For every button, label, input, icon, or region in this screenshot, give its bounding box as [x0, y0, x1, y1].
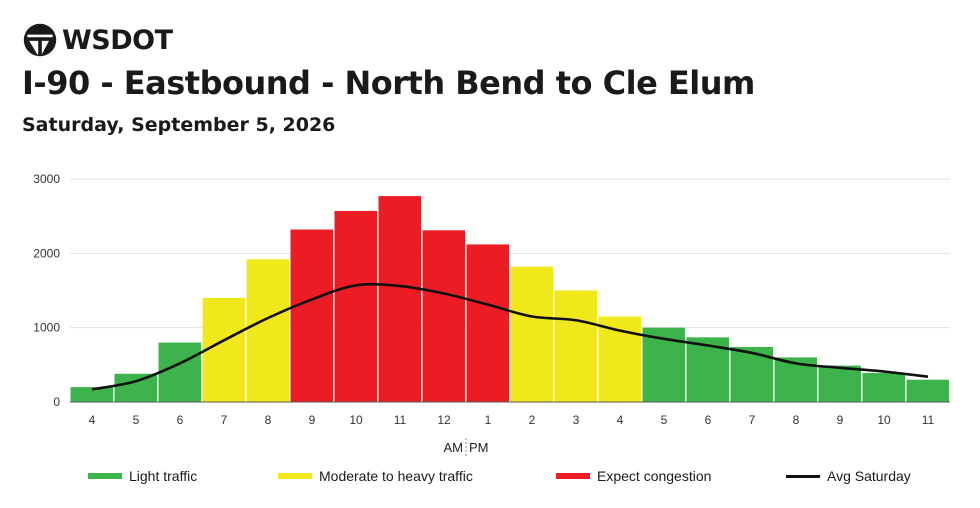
legend-moderate-swatch: [278, 473, 312, 479]
x-tick-label: 5: [133, 413, 140, 427]
wsdot-logo: WSDOT: [22, 20, 173, 60]
bar: [422, 230, 465, 402]
x-tick-label: 11: [394, 413, 407, 427]
legend-moderate-label: Moderate to heavy traffic: [319, 468, 473, 484]
x-tick-label: 9: [309, 413, 316, 427]
x-tick-label: 11: [922, 413, 935, 427]
legend-avg: Avg Saturday: [786, 468, 911, 484]
x-tick-label: 7: [221, 413, 228, 427]
y-tick-label: 0: [53, 395, 60, 409]
legend-moderate: Moderate to heavy traffic: [278, 468, 473, 484]
wsdot-emblem-icon: [23, 23, 57, 57]
legend-light: Light traffic: [88, 468, 197, 484]
brand-name: WSDOT: [62, 24, 173, 56]
bar: [906, 379, 949, 402]
legend-light-label: Light traffic: [129, 468, 198, 484]
x-tick-label: 4: [89, 413, 96, 427]
legend-congestion: Expect congestion: [556, 468, 711, 484]
bar: [818, 365, 861, 402]
page-title: I-90 - Eastbound - North Bend to Cle Elu…: [22, 64, 755, 102]
x-tick-label: 12: [437, 413, 451, 427]
x-tick-label: 1: [485, 413, 492, 427]
x-tick-label: 6: [705, 413, 712, 427]
legend-congestion-label: Expect congestion: [597, 468, 712, 484]
bar: [862, 373, 905, 402]
y-tick-label: 3000: [33, 172, 60, 186]
x-tick-label: 5: [661, 413, 668, 427]
page-subtitle: Saturday, September 5, 2026: [22, 114, 336, 136]
y-tick-label: 2000: [33, 246, 60, 260]
bar: [466, 244, 509, 402]
bar: [554, 290, 597, 402]
x-tick-label: 3: [573, 413, 580, 427]
x-tick-label: 2: [529, 413, 536, 427]
x-tick-label: 6: [177, 413, 184, 427]
legend-congestion-swatch: [556, 473, 590, 479]
x-tick-label: 4: [617, 413, 624, 427]
bar: [202, 297, 245, 402]
x-tick-label: 10: [877, 413, 891, 427]
x-tick-label: 9: [837, 413, 844, 427]
legend-light-swatch: [88, 473, 122, 479]
x-tick-label: 7: [749, 413, 756, 427]
bar: [510, 266, 553, 402]
am-label: AM: [444, 440, 464, 455]
bar: [70, 387, 113, 402]
x-tick-label: 8: [265, 413, 272, 427]
legend-avg-swatch: [786, 474, 820, 478]
bar: [246, 259, 289, 402]
legend-avg-label: Avg Saturday: [827, 468, 911, 484]
bar: [290, 229, 333, 402]
y-tick-label: 1000: [33, 321, 60, 335]
chart-legend: Light traffic Moderate to heavy traffic …: [0, 468, 980, 490]
bar: [158, 342, 201, 402]
x-tick-label: 8: [793, 413, 800, 427]
bar: [334, 210, 377, 402]
avg-saturday-line: [91, 282, 929, 391]
pm-label: PM: [469, 440, 489, 455]
bar: [378, 196, 421, 402]
x-tick-label: 10: [349, 413, 363, 427]
bar: [114, 373, 157, 402]
